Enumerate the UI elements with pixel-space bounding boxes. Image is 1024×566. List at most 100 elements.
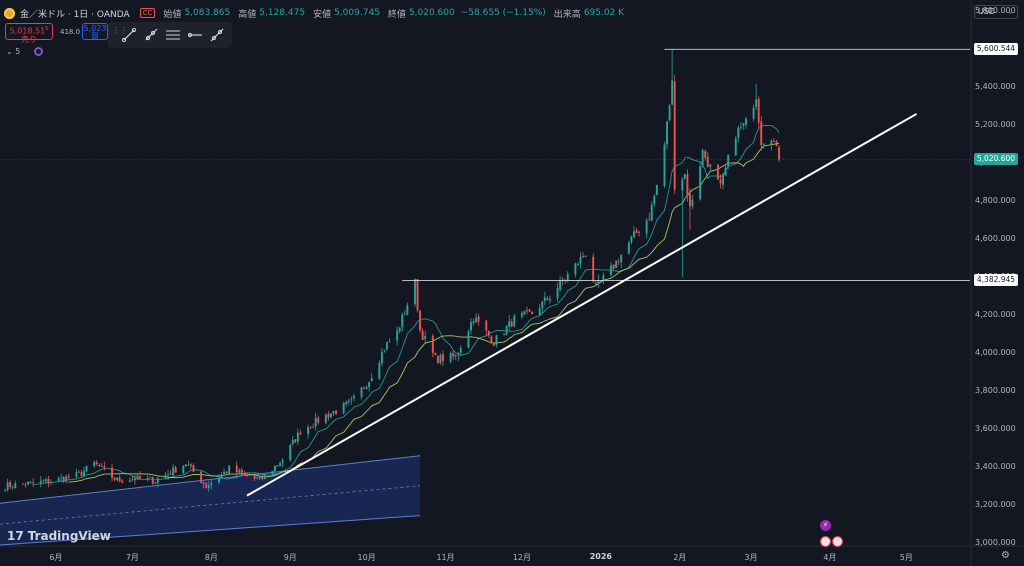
candle-body — [671, 80, 674, 105]
candle-body — [184, 464, 187, 467]
candle-body — [602, 275, 605, 282]
support-price-tag: 4,382.945 — [974, 274, 1018, 287]
candle-body — [67, 476, 70, 478]
candle-body — [745, 118, 747, 125]
candle-body — [11, 487, 14, 489]
ray-tool[interactable] — [142, 26, 160, 44]
drag-handle-icon[interactable]: ⋮⋮ — [112, 26, 128, 35]
currency-select[interactable]: USD ⌄ — [974, 5, 1018, 19]
spread-value: 418.0 — [60, 28, 81, 36]
candle-body — [775, 141, 778, 147]
buy-button[interactable]: 5,023 買 — [82, 23, 108, 40]
candle-body — [95, 462, 98, 465]
candle-body — [734, 138, 737, 156]
candle-body — [75, 472, 78, 477]
y-tick-label: 5,200.000 — [975, 120, 1016, 130]
candle-body — [62, 476, 65, 482]
candle-body — [47, 478, 50, 484]
candle-body — [85, 465, 88, 472]
candle-body — [396, 330, 399, 341]
event-lightning-icon[interactable]: ⚡ — [820, 520, 831, 531]
candle-body — [449, 353, 452, 362]
parallel-channel-tool[interactable] — [164, 26, 182, 44]
us-flag-event-icon[interactable] — [820, 536, 831, 547]
candle-body — [627, 242, 630, 254]
candle-body — [686, 174, 689, 196]
candle-body — [223, 471, 225, 474]
extended-line-tool[interactable] — [208, 26, 226, 44]
candle-body — [261, 476, 264, 479]
indicator-icon[interactable] — [34, 47, 44, 56]
candle-body — [167, 473, 169, 475]
candle-body — [365, 387, 368, 389]
candle-body — [434, 352, 437, 356]
candle-body — [93, 461, 96, 466]
tradingview-logo[interactable]: 17 TradingView — [7, 529, 111, 543]
candle-body — [368, 382, 371, 388]
candle-body — [615, 260, 618, 268]
candle-body — [238, 470, 241, 473]
buy-price: 5,023 — [83, 24, 107, 33]
candle-body — [724, 167, 727, 176]
candle-body — [309, 427, 312, 429]
horizontal-ray-tool[interactable] — [186, 26, 204, 44]
candle-body — [256, 478, 259, 479]
candle-body — [317, 417, 320, 423]
candle-body — [716, 164, 719, 180]
candle-body — [274, 465, 276, 471]
candle-body — [380, 351, 383, 364]
candle-body — [487, 330, 490, 336]
candle-body — [57, 478, 60, 482]
y-tick-label: 3,800.000 — [975, 386, 1016, 396]
candle-body — [279, 463, 282, 466]
candle-body — [442, 354, 444, 362]
candle-body — [156, 478, 159, 483]
parallel-channel-icon — [166, 30, 180, 40]
candle-body — [579, 256, 582, 264]
x-tick-label: 8月 — [204, 553, 218, 562]
candle-body — [576, 264, 579, 266]
candle-body — [225, 471, 228, 473]
candle-body — [294, 439, 297, 443]
candle-body — [83, 470, 85, 477]
us-flag-event-icon[interactable] — [832, 536, 843, 547]
candle-body — [752, 107, 755, 119]
candle-body — [363, 388, 366, 389]
candle-body — [77, 471, 80, 473]
candle-body — [650, 204, 653, 221]
candle-body — [538, 308, 541, 315]
y-tick-label: 4,800.000 — [975, 196, 1016, 206]
currency-value: USD — [978, 7, 996, 16]
candle-body — [307, 427, 310, 434]
symbol-title[interactable]: 金／米ドル · 1日 · OANDA — [20, 9, 130, 20]
candle-body — [49, 482, 52, 483]
collapse-toggle[interactable]: ⌄ 5 — [6, 47, 20, 56]
candle-body — [386, 342, 388, 350]
candle-body — [289, 444, 292, 461]
candle-body — [136, 475, 139, 480]
close-label: 終値 — [387, 9, 406, 20]
candle-body — [645, 220, 648, 234]
candle-body — [760, 121, 763, 146]
candle-body — [327, 413, 330, 418]
candle-body — [149, 477, 152, 478]
y-tick-label: 3,000.000 — [975, 538, 1016, 548]
candle-body — [737, 127, 740, 138]
candle-body — [582, 256, 584, 257]
candle-body — [470, 322, 472, 331]
y-tick-label: 3,200.000 — [975, 500, 1016, 510]
candle-body — [118, 477, 121, 482]
candle-body — [9, 482, 12, 487]
sell-button[interactable]: 5,018.515 売り — [5, 23, 53, 43]
candle-body — [701, 150, 704, 166]
gear-icon[interactable]: ⚙ — [1001, 550, 1010, 561]
market-flag: CC — [139, 8, 156, 18]
candle-body — [205, 483, 208, 488]
candle-body — [246, 474, 248, 476]
candle-body — [281, 460, 284, 463]
candle-body — [131, 479, 134, 480]
close-value: 5,020.600 — [408, 8, 455, 18]
candle-body — [4, 489, 7, 491]
trend-line-tool[interactable] — [120, 26, 138, 44]
